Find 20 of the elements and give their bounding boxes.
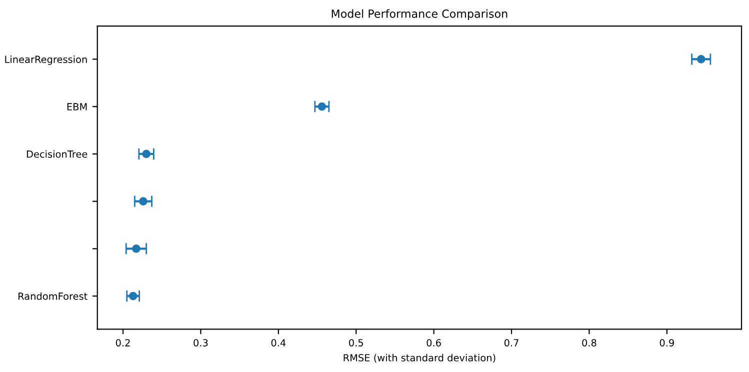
x-tick-label: 0.4: [271, 339, 286, 346]
y-tick-label: LinearRegression: [5, 56, 87, 65]
point: [318, 102, 326, 111]
x-tick-label: 0.5: [349, 339, 363, 346]
point: [139, 197, 148, 206]
x-tick-label: 0.6: [426, 339, 441, 346]
y-tick-label: EBM: [67, 103, 87, 110]
y-tick-label: RandomForest: [18, 292, 88, 300]
point: [696, 55, 706, 64]
point: [128, 292, 138, 300]
point: [142, 150, 150, 158]
y-tick-label: DecisionTree: [26, 150, 88, 158]
x-tick-label: 0.3: [194, 339, 208, 346]
x-tick-label: 0.7: [504, 339, 518, 346]
point: [132, 244, 140, 253]
chart-title: Model Performance Comparison: [332, 9, 508, 20]
x-tick-label: 0.2: [116, 339, 130, 346]
x-tick-label: 0.9: [660, 339, 674, 346]
x-axis-title: RMSE (with standard deviation): [344, 354, 496, 363]
x-tick-label: 0.8: [582, 339, 596, 346]
